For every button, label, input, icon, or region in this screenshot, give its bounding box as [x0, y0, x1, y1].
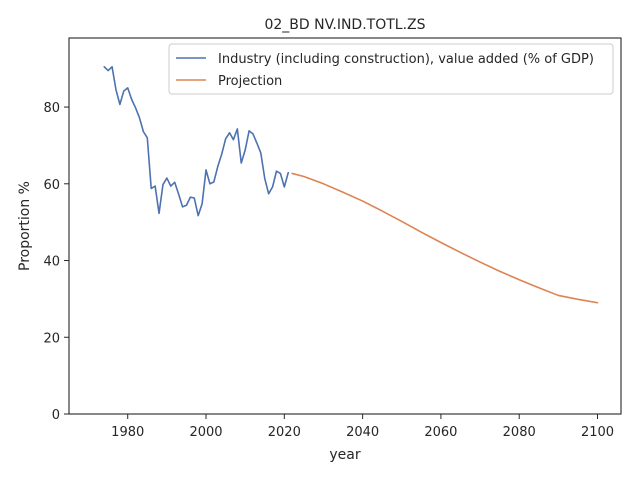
x-tick-label: 1980: [111, 425, 144, 440]
y-tick-label: 20: [43, 331, 60, 346]
series-layer: [103, 65, 599, 304]
y-tick-label: 60: [43, 178, 60, 193]
series-line-industry: [103, 65, 290, 217]
y-axis: 0 20 40 60 80: [43, 101, 69, 423]
y-tick-label: 80: [43, 101, 60, 116]
x-tick-label: 2000: [189, 425, 222, 440]
legend-label-industry: Industry (including construction), value…: [218, 52, 594, 67]
plot-area: [68, 37, 622, 415]
legend-label-projection: Projection: [218, 74, 282, 89]
y-tick-label: 0: [52, 408, 60, 423]
x-tick-label: 2020: [268, 425, 301, 440]
y-tick-label: 40: [43, 255, 60, 270]
series-line-projection: [291, 172, 599, 304]
x-tick-label: 2060: [424, 425, 457, 440]
x-tick-label: 2080: [503, 425, 536, 440]
legend: Industry (including construction), value…: [168, 43, 614, 95]
y-axis-label: Proportion %: [17, 181, 33, 271]
plot-frame: [68, 37, 622, 415]
x-tick-label: 2040: [346, 425, 379, 440]
legend-box: [168, 43, 614, 95]
x-tick-label: 2100: [581, 425, 614, 440]
x-axis-label: year: [329, 447, 360, 463]
chart-title: 02_BD NV.IND.TOTL.ZS: [264, 17, 425, 33]
x-axis: 1980 2000 2020 2040 2060 2080 2100: [111, 414, 614, 440]
